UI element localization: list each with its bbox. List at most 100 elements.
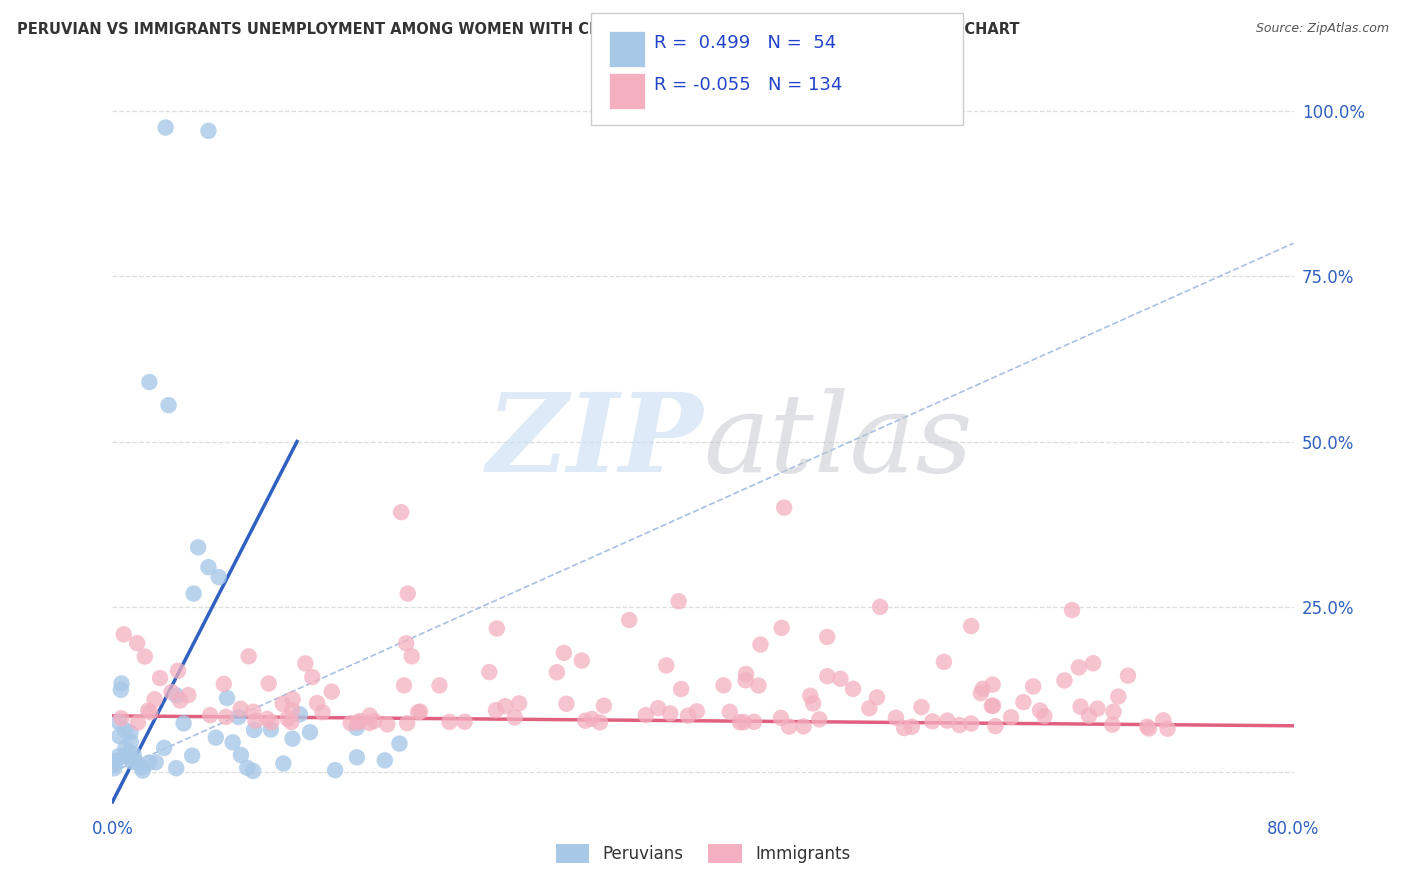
Point <box>503 710 526 724</box>
Point <box>167 664 190 678</box>
Point <box>157 398 180 412</box>
Point <box>960 716 983 731</box>
Point <box>277 712 299 726</box>
Point <box>581 712 603 726</box>
Point <box>215 710 238 724</box>
Point <box>718 705 741 719</box>
Point <box>375 717 398 731</box>
Point <box>439 714 461 729</box>
Point <box>307 696 329 710</box>
Point <box>1137 722 1160 736</box>
Point <box>396 586 419 600</box>
Point <box>1087 701 1109 715</box>
Point <box>242 764 264 778</box>
Point <box>208 570 231 584</box>
Point <box>921 714 943 729</box>
Point <box>183 586 205 600</box>
Point <box>792 719 814 733</box>
Point <box>118 746 141 760</box>
Point <box>165 689 187 703</box>
Point <box>346 721 368 735</box>
Point <box>127 715 149 730</box>
Point <box>177 688 200 702</box>
Point <box>981 677 1004 691</box>
Point <box>1102 705 1125 719</box>
Point <box>769 711 792 725</box>
Point <box>592 698 614 713</box>
Text: Source: ZipAtlas.com: Source: ZipAtlas.com <box>1256 22 1389 36</box>
Point <box>728 715 751 730</box>
Point <box>197 124 219 138</box>
Point <box>311 705 333 719</box>
Point <box>153 740 176 755</box>
Point <box>149 671 172 685</box>
Point <box>478 665 501 679</box>
Point <box>869 599 891 614</box>
Point <box>485 703 508 717</box>
Point <box>647 701 669 715</box>
Point <box>173 716 195 731</box>
Point <box>221 735 243 749</box>
Point <box>970 686 993 700</box>
Point <box>747 679 769 693</box>
Point <box>110 711 132 725</box>
Point <box>108 729 131 743</box>
Point <box>778 720 800 734</box>
Point <box>454 714 477 729</box>
Text: ZIP: ZIP <box>486 388 703 495</box>
Text: PERUVIAN VS IMMIGRANTS UNEMPLOYMENT AMONG WOMEN WITH CHILDREN AGES 6 TO 17 YEARS: PERUVIAN VS IMMIGRANTS UNEMPLOYMENT AMON… <box>17 22 1019 37</box>
Point <box>910 700 932 714</box>
Point <box>169 693 191 707</box>
Point <box>634 708 657 723</box>
Point <box>155 120 177 135</box>
Point <box>735 667 758 681</box>
Point <box>281 731 304 746</box>
Point <box>1062 603 1084 617</box>
Point <box>409 705 432 719</box>
Point <box>668 594 690 608</box>
Point <box>960 619 983 633</box>
Point <box>339 716 361 731</box>
Point <box>396 716 419 731</box>
Text: R = -0.055   N = 134: R = -0.055 N = 134 <box>654 76 842 94</box>
Point <box>948 718 970 732</box>
Point <box>103 758 125 772</box>
Point <box>145 756 167 770</box>
Point <box>773 500 796 515</box>
Point <box>273 756 295 771</box>
Point <box>401 649 423 664</box>
Point <box>770 621 793 635</box>
Point <box>1136 720 1159 734</box>
Point <box>1107 690 1129 704</box>
Point <box>669 681 692 696</box>
Point <box>1022 680 1045 694</box>
Point <box>281 703 304 717</box>
Point <box>395 636 418 650</box>
Point <box>1152 714 1174 728</box>
Point <box>655 658 678 673</box>
Point <box>1156 722 1178 736</box>
Point <box>619 613 641 627</box>
Point <box>1116 669 1139 683</box>
Point <box>546 665 568 680</box>
Point <box>323 763 346 777</box>
Point <box>349 714 371 728</box>
Point <box>127 636 149 650</box>
Point <box>138 756 160 770</box>
Point <box>359 715 381 730</box>
Point <box>1069 699 1091 714</box>
Point <box>1000 710 1022 724</box>
Point <box>734 673 756 688</box>
Point <box>228 710 250 724</box>
Point <box>260 723 283 737</box>
Point <box>229 747 252 762</box>
Point <box>108 715 131 730</box>
Point <box>932 655 955 669</box>
Point <box>686 704 709 718</box>
Point <box>138 375 160 389</box>
Point <box>363 714 385 728</box>
Point <box>117 748 139 763</box>
Point <box>321 684 343 698</box>
Point <box>972 681 994 696</box>
Point <box>107 749 129 764</box>
